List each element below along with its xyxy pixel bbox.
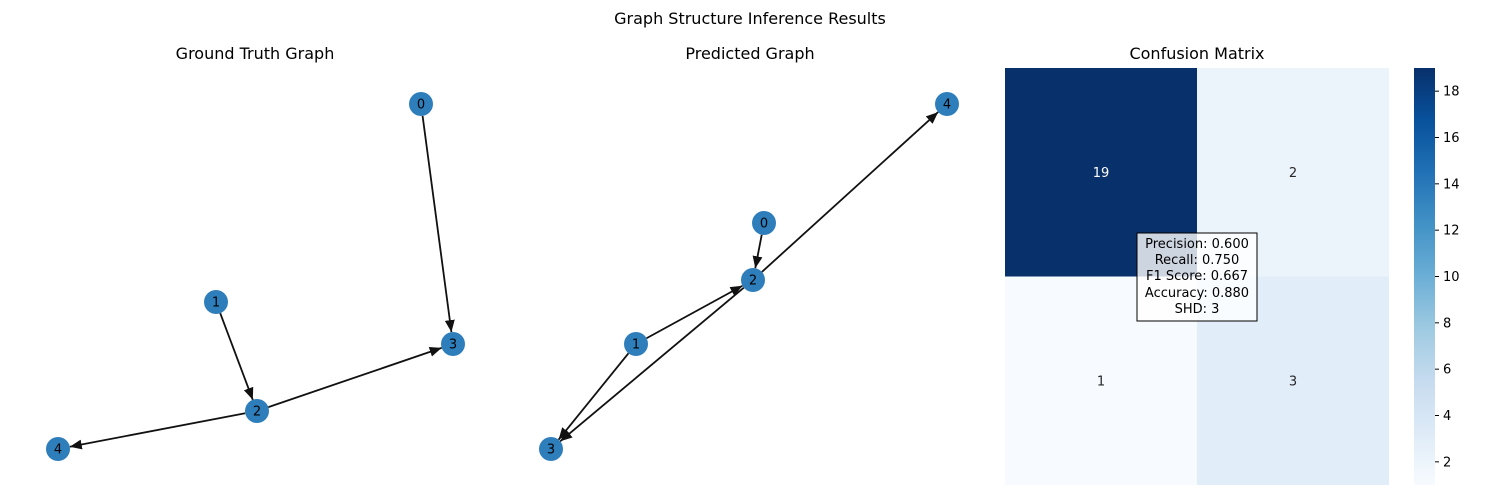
metrics-box-background — [1136, 232, 1258, 322]
figure-suptitle: Graph Structure Inference Results — [614, 9, 886, 28]
pred-node-2 — [741, 268, 765, 292]
gt-edge-2-3 — [268, 347, 442, 408]
gt-node-label-0: 0 — [417, 98, 425, 113]
colorbar-tick-label-16: 16 — [1443, 131, 1460, 146]
colorbar-ticks: 2 4 6 8 10 12 14 16 18 — [1435, 85, 1460, 470]
pred-node-label-4: 4 — [943, 98, 951, 113]
gt-node-label-2: 2 — [253, 405, 261, 420]
pred-node-label-1: 1 — [632, 338, 640, 353]
colorbar-tick-label-8: 8 — [1443, 316, 1451, 331]
colorbar-tick-label-12: 12 — [1443, 224, 1460, 239]
gt-node-label-4: 4 — [54, 443, 62, 458]
gt-edge-0-3 — [421, 115, 455, 333]
metric-accuracy: Accuracy: 0.880 — [1145, 286, 1249, 301]
gt-node-1 — [204, 290, 228, 314]
colorbar-gradient — [1414, 68, 1435, 485]
metric-recall: Recall: 0.750 — [1155, 253, 1240, 268]
pred-node-label-2: 2 — [749, 274, 757, 289]
pred-node-label-0: 0 — [760, 217, 768, 232]
colorbar-tick-label-18: 18 — [1443, 85, 1460, 100]
pred-node-label-3: 3 — [547, 443, 555, 458]
cm-value-1-1: 3 — [1289, 374, 1297, 389]
ground-truth-panel: Ground Truth Graph 0 1 2 3 4 — [46, 44, 465, 461]
gt-edge-2-4 — [69, 412, 246, 450]
ground-truth-title: Ground Truth Graph — [176, 44, 335, 63]
pred-node-0 — [752, 211, 776, 235]
confusion-matrix-panel: Confusion Matrix 19 2 1 3 Precision: 0.600 … — [1005, 44, 1460, 485]
pred-node-4 — [935, 92, 959, 116]
colorbar-tick-label-2: 2 — [1443, 455, 1451, 470]
gt-edge-1-2 — [219, 312, 254, 401]
metric-precision: Precision: 0.600 — [1145, 237, 1249, 252]
cm-value-0-0: 19 — [1093, 166, 1110, 181]
confusion-matrix-title: Confusion Matrix — [1129, 44, 1264, 63]
pred-node-3 — [539, 437, 563, 461]
cm-value-1-0: 1 — [1097, 374, 1105, 389]
colorbar-tick-label-6: 6 — [1443, 363, 1451, 378]
predicted-edges — [557, 111, 939, 442]
gt-node-2 — [245, 399, 269, 423]
pred-edge-1-3 — [557, 352, 630, 441]
metric-shd: SHD: 3 — [1175, 302, 1220, 317]
ground-truth-nodes: 0 1 2 3 4 — [46, 92, 465, 461]
metrics-box: Precision: 0.600 Recall: 0.750 F1 Score:… — [1136, 232, 1258, 322]
pred-edge-1-2 — [646, 284, 743, 340]
metric-f1-score: F1 Score: 0.667 — [1146, 269, 1248, 284]
gt-node-label-1: 1 — [212, 296, 220, 311]
predicted-panel: Predicted Graph 0 1 2 3 4 — [539, 44, 959, 461]
pred-edge-0-2 — [752, 234, 763, 269]
colorbar-tick-label-4: 4 — [1443, 409, 1451, 424]
colorbar-tick-label-10: 10 — [1443, 270, 1460, 285]
gt-node-3 — [441, 332, 465, 356]
ground-truth-edges — [69, 115, 455, 450]
cm-value-0-1: 2 — [1289, 166, 1297, 181]
colorbar-tick-label-14: 14 — [1443, 177, 1460, 192]
colorbar: 2 4 6 8 10 12 14 16 18 — [1414, 68, 1460, 485]
predicted-title: Predicted Graph — [685, 44, 814, 63]
gt-node-4 — [46, 437, 70, 461]
gt-node-label-3: 3 — [449, 338, 457, 353]
pred-edge-2-3 — [559, 287, 745, 442]
pred-edge-2-4 — [761, 111, 939, 273]
pred-node-1 — [624, 332, 648, 356]
predicted-nodes: 0 1 2 3 4 — [539, 92, 959, 461]
gt-node-0 — [409, 92, 433, 116]
